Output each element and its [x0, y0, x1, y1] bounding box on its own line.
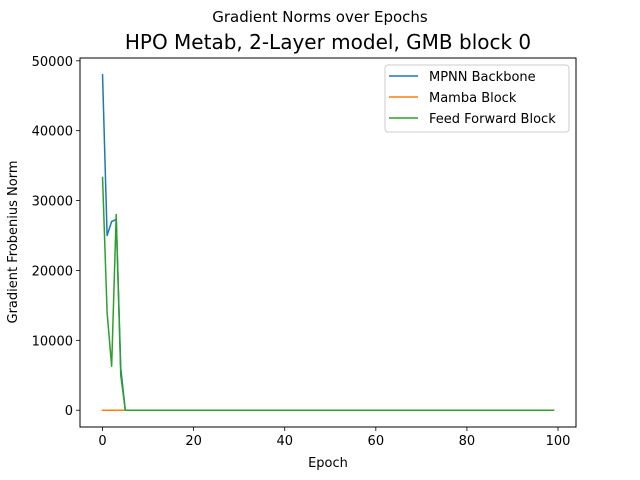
x-tick-label: 100: [546, 434, 571, 449]
y-tick-label: 40000: [32, 125, 73, 140]
y-tick-label: 50000: [32, 55, 73, 70]
x-tick-label: 20: [185, 434, 202, 449]
chart-title: HPO Metab, 2-Layer model, GMB block 0: [125, 30, 531, 54]
y-axis-label: Gradient Frobenius Norm: [6, 161, 21, 324]
legend: MPNN Backbone Mamba Block Feed Forward Blo…: [384, 64, 570, 133]
x-tick-label: 40: [276, 434, 293, 449]
plot-lines: [101, 73, 555, 411]
y-axis-ticks: 0 10000 20000 30000 40000 50000: [32, 55, 80, 419]
x-axis-ticks: 0 20 40 60 80 100: [98, 427, 570, 449]
series-line-2: [101, 176, 555, 411]
legend-label-1: Mamba Block: [429, 91, 517, 106]
chart-suptitle: Gradient Norms over Epochs: [212, 8, 428, 26]
x-axis-label: Epoch: [308, 456, 348, 471]
y-tick-label: 0: [65, 404, 73, 419]
y-tick-label: 10000: [32, 334, 73, 349]
x-tick-label: 80: [459, 434, 476, 449]
x-tick-label: 0: [98, 434, 106, 449]
legend-box: [384, 64, 570, 133]
legend-label-0: MPNN Backbone: [429, 70, 536, 85]
legend-label-2: Feed Forward Block: [429, 112, 556, 127]
y-tick-label: 20000: [32, 264, 73, 279]
x-tick-label: 60: [368, 434, 385, 449]
plot-frame: [79, 57, 577, 428]
y-tick-label: 30000: [32, 195, 73, 210]
